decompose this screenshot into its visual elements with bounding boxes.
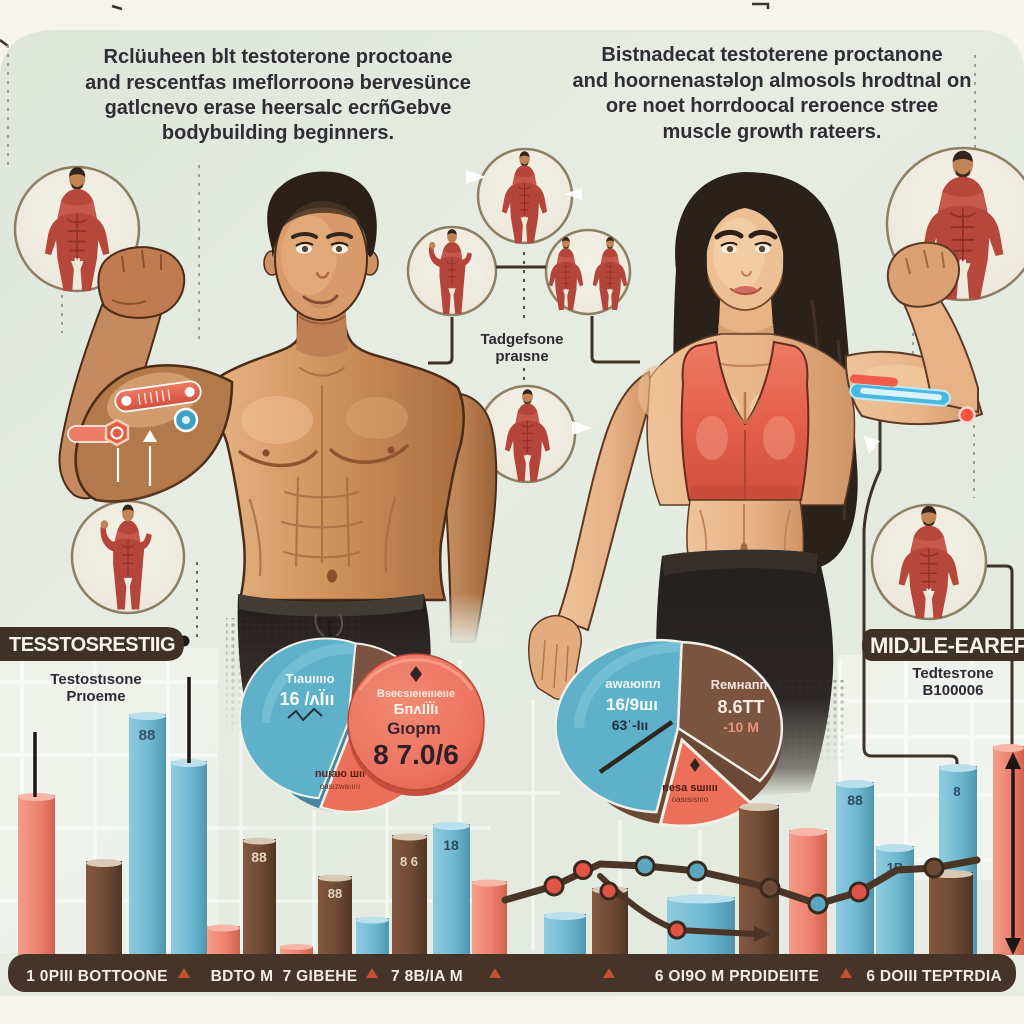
svg-text:1 0PIII BOTTOONE: 1 0PIII BOTTOONE: [26, 968, 167, 985]
svg-text:6 OI9O M PRDIDEIITE: 6 OI9O M PRDIDEIITE: [655, 968, 819, 985]
svg-text:Testostısone: Testostısone: [50, 671, 141, 688]
svg-text:B100006: B100006: [923, 682, 984, 699]
svg-text:16/9шı: 16/9шı: [606, 695, 658, 714]
svg-text:nuıaю шıı: nuıaю шıı: [315, 768, 365, 780]
svg-text:88: 88: [139, 727, 156, 744]
svg-text:Bѕеєѕıеıеıııеııе: Bѕеєѕıеıеıııеııе: [377, 688, 455, 700]
svg-text:Tedtesтone: Tedtesтone: [912, 665, 993, 682]
svg-text:8 6: 8 6: [400, 854, 418, 869]
svg-text:oasızwaııııı: oasızwaııııı: [320, 782, 360, 791]
svg-text:БпʌІЇЇı: БпʌІЇЇı: [394, 701, 439, 718]
svg-text:Prıoeme: Prıoeme: [66, 688, 125, 705]
svg-text:7 8B/IA M: 7 8B/IA M: [391, 968, 463, 985]
svg-text:bodybuilding beginners.: bodybuilding beginners.: [162, 122, 394, 144]
svg-text:awaюıпл: awaюıпл: [605, 676, 660, 691]
svg-text:Bistnadecat testoterene procta: Bistnadecat testoterene proctanone: [601, 44, 942, 66]
svg-text:ore noet horrdoocal reroence s: ore noet horrdoocal reroence stree: [606, 95, 938, 117]
svg-text:MIDJLE-EAREFN: MIDJLE-EAREFN: [870, 633, 1024, 658]
svg-text:oaѕıѕıѕıııo: oaѕıѕıѕıııo: [672, 795, 709, 804]
svg-text:Tadgefsone: Tadgefsone: [480, 331, 563, 348]
svg-text:6 DOIII: 6 DOIII: [866, 968, 917, 985]
svg-text:88: 88: [251, 849, 267, 865]
svg-text:Gıopm: Gıopm: [387, 719, 441, 738]
svg-text:nеѕa ѕшıııı: nеѕa ѕшıııı: [662, 782, 718, 794]
svg-text:8 7.0/6: 8 7.0/6: [373, 739, 459, 770]
svg-text:8: 8: [953, 784, 960, 799]
svg-text:-10 M: -10 M: [723, 719, 759, 735]
svg-text:TEPTRDIA: TEPTRDIA: [922, 968, 1002, 985]
svg-text:Tıauııııo: Tıauııııo: [285, 671, 334, 686]
svg-text:Rclüuheen blt testoterone proc: Rclüuheen blt testoterone proctoane: [104, 46, 453, 68]
svg-text:and hoornenastəloɲ almosols hr: and hoornenastəloɲ almosols hrodtnal on: [573, 70, 972, 92]
svg-text:16 /ʌЇıı: 16 /ʌЇıı: [279, 689, 334, 709]
svg-text:7 GIBEHE: 7 GIBEHE: [283, 968, 358, 985]
svg-text:and rescentfas ımeflorroonə be: and rescentfas ımeflorroonə bervesünce: [85, 72, 471, 94]
svg-text:BDTO M: BDTO M: [211, 968, 274, 985]
svg-text:TESSTOSRESTIIG: TESSTOSRESTIIG: [9, 634, 175, 656]
svg-text:63ˈ-Iıı: 63ˈ-Iıı: [612, 717, 649, 733]
svg-text:praısne: praısne: [495, 348, 548, 365]
svg-text:18: 18: [443, 837, 459, 853]
svg-text:8.6TT: 8.6TT: [717, 697, 764, 717]
svg-text:muscle growth rateers.: muscle growth rateers.: [663, 121, 882, 143]
svg-text:Rемнапп: Rемнапп: [711, 677, 768, 692]
svg-text:88: 88: [847, 792, 863, 808]
svg-text:gatlcnevo erase heersalc ecrñG: gatlcnevo erase heersalc ecrñGebve: [105, 97, 452, 119]
svg-text:88: 88: [328, 886, 342, 901]
